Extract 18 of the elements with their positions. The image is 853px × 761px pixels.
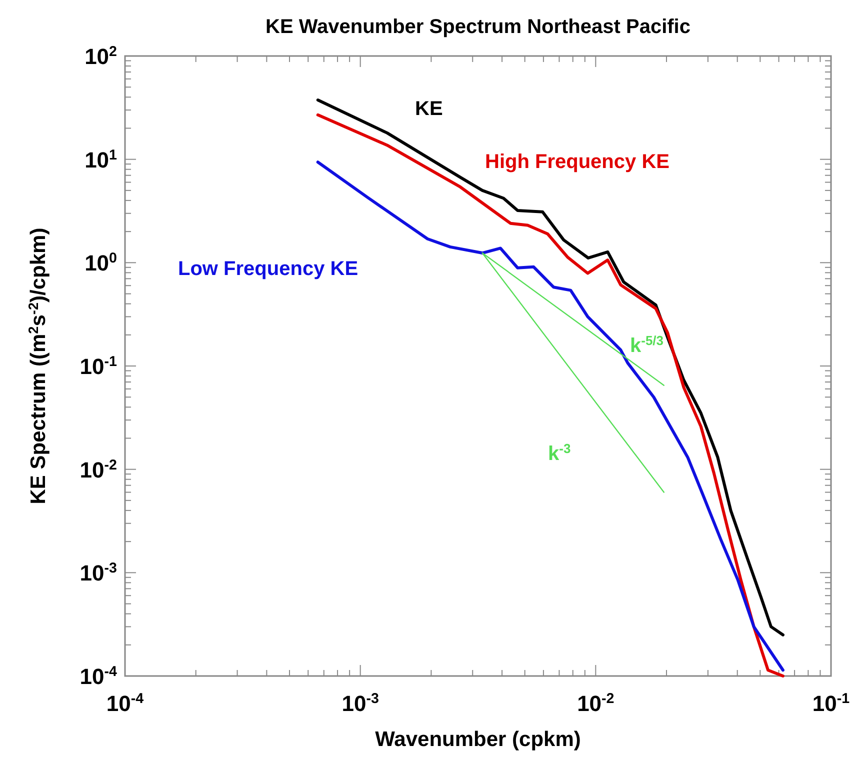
y-tick-label: 10$^{0}$ — [84, 250, 118, 276]
y-tick-label: 10$^{2}$ — [84, 44, 118, 69]
series-label: k$^{-5/3}$ — [630, 332, 664, 357]
y-tick-label: 10$^{1}$ — [84, 147, 118, 172]
chart-title: KE Wavenumber Spectrum Northeast Pacific — [266, 16, 690, 38]
text: k$^{-3}$ — [548, 440, 571, 465]
x-tick-label: 10$^{-4}$ — [106, 691, 144, 716]
y-tick-label: 10$^{-3}$ — [80, 560, 118, 586]
y-tick-label: 10$^{-1}$ — [80, 354, 118, 379]
x-tick-label: 10$^{-2}$ — [577, 691, 614, 716]
series-label: KE — [415, 98, 443, 120]
series-label: High Frequency KE — [485, 151, 670, 173]
text: Low Frequency KE — [178, 258, 358, 280]
x-tick-label: 10$^{-3}$ — [342, 691, 379, 716]
x-axis-title: Wavenumber (cpkm) — [375, 728, 581, 751]
y-tick-label: 10$^{-4}$ — [80, 664, 118, 689]
x-tick-label: 10$^{-1}$ — [812, 691, 850, 716]
y-tick-label: 10$^{-2}$ — [80, 457, 118, 482]
